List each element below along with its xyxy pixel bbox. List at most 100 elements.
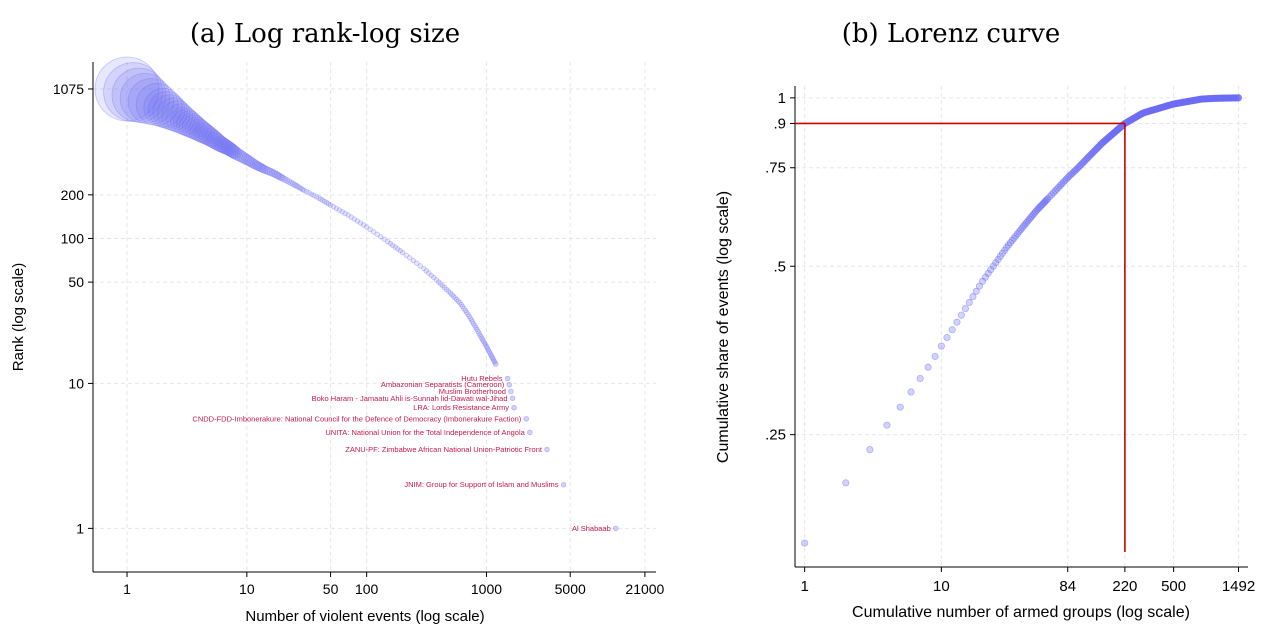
panel-b-y-tick-label: .25	[765, 427, 786, 444]
panel-a-data-point	[345, 212, 351, 218]
panel-a-annotated-point	[511, 404, 517, 411]
panel-a-data-point	[223, 142, 238, 157]
panel-b-data-point	[981, 273, 989, 281]
panel-a-data-point	[397, 248, 403, 254]
panel-a-data-point	[208, 132, 226, 151]
panel-a-data-point	[311, 192, 317, 199]
panel-b-data-point	[842, 479, 850, 487]
panel-a-data-point	[277, 173, 286, 182]
panel-b-data-point	[984, 269, 992, 277]
panel-b-y-axis-label: Cumulative share of events (log scale)	[715, 191, 732, 463]
panel-a-data-point	[303, 188, 310, 195]
panel-a-data-point	[270, 169, 279, 178]
panel-a-data-point	[212, 135, 229, 152]
panel-a-data-point	[263, 166, 272, 175]
panel-a-data-point	[165, 103, 196, 134]
panel-a-data-point	[184, 116, 209, 141]
panel-a-data-point	[192, 121, 214, 144]
panel-a-data-point	[407, 255, 413, 261]
panel-a-data-point	[227, 145, 241, 159]
panel-b-data-point	[953, 318, 961, 326]
panel-a-data-point	[283, 177, 291, 184]
panel-a-data-point	[491, 358, 498, 365]
panel-a-data-point	[248, 158, 259, 169]
panel-b-x-tick-label: 10	[933, 578, 950, 595]
panel-a-data-point	[316, 195, 322, 201]
panel-a-x-tick-label: 5000	[555, 581, 586, 597]
panel-a-data-point	[285, 178, 292, 185]
panel-a-data-point	[363, 224, 370, 230]
panel-b-data-point	[916, 374, 924, 383]
panel-b-data-point	[883, 421, 891, 429]
panel-b-data-point	[1234, 94, 1243, 102]
panel-a-data-point	[351, 216, 357, 222]
panel-a-data-point	[492, 360, 498, 366]
panel-a-data-point	[169, 106, 199, 135]
panel-a-data-point	[301, 187, 307, 193]
panel-a-y-axis-label: Rank (log scale)	[10, 263, 27, 371]
panel-a-data-point	[181, 114, 207, 140]
panel-b-x-axis-label: Cumulative number of armed groups (log s…	[852, 604, 1190, 621]
panel-a-data-point	[339, 209, 345, 215]
panel-a-data-point	[265, 167, 274, 176]
panel-a-data-point	[475, 328, 481, 334]
panel-a-data-point	[281, 175, 289, 183]
panel-a-data-point	[196, 124, 217, 145]
panel-a-data-point	[336, 207, 343, 213]
panel-a-data-point	[299, 186, 306, 193]
panel-a-data-point	[479, 335, 485, 342]
panel-a-data-point	[463, 309, 470, 316]
panel-a-data-point	[135, 83, 179, 126]
panel-a-data-point	[459, 303, 466, 310]
panel-a-data-point	[410, 257, 416, 264]
panel-b-data-point	[931, 352, 939, 360]
panel-a-data-point	[289, 180, 296, 187]
panel-a-data-point	[474, 326, 480, 333]
panel-a-y-tick-label: 200	[61, 187, 85, 203]
panel-a-data-point	[249, 159, 260, 170]
panel-a-annotation-label: Hutu Rebels	[461, 374, 503, 383]
panel-a-data-point	[476, 330, 482, 336]
panel-a-annotation-label: JNIM: Group for Support of Islam and Mus…	[404, 480, 558, 489]
panel-a-data-point	[103, 62, 163, 122]
panel-a-ticks: 1 10 50 100 1000 5000 21000 1 10 50 100 200 1075	[53, 81, 665, 597]
panel-a-x-tick-label: 50	[323, 581, 339, 597]
panel-a-data-point	[327, 202, 334, 208]
panel-b-x-tick-label: 1492	[1222, 578, 1255, 595]
panel-b-data-point	[965, 298, 973, 307]
panel-a-data-point	[370, 229, 377, 235]
panel-a-annotated-point	[523, 416, 529, 422]
panel-a-x-tick-label: 21000	[625, 581, 664, 597]
panel-a-data-point	[318, 196, 324, 202]
panel-a-y-tick-label: 1075	[53, 81, 84, 97]
panel-a-x-axis-label: Number of violent events (log scale)	[245, 608, 484, 625]
panel-a-data-point	[273, 171, 282, 179]
panel-b-data-point	[896, 403, 904, 411]
panel-a-data-point	[199, 126, 219, 146]
panel-a-annotated-point	[509, 395, 516, 401]
panel-a-data-point	[477, 332, 483, 338]
panel-a-y-tick-label: 1	[76, 520, 84, 536]
panel-b-ticks: 1 10 84 220 500 1492 .25 .5 .75 .9 1	[765, 90, 1255, 595]
panel-a-data-point	[400, 249, 406, 256]
panel-a-annotated-point	[613, 525, 619, 532]
panel-a-data-point	[252, 161, 263, 171]
panel-a-data-point	[272, 170, 280, 179]
panel-a-data-point	[161, 100, 194, 133]
panel-a-annotation-label: Al Shabaab	[572, 524, 611, 533]
panel-a-y-tick-label: 100	[61, 230, 85, 246]
panel-a-data-point	[348, 214, 354, 220]
panel-b-data-point	[924, 363, 932, 371]
panel-a-data-point	[324, 200, 330, 206]
panel-a-annotation-label: LRA: Lords Resistance Army	[413, 403, 509, 412]
panel-a-data-point	[426, 270, 432, 276]
panel-a-data-point	[268, 168, 277, 177]
panel-a-data-point	[417, 263, 424, 269]
panel-a-data-point	[483, 343, 490, 350]
panel-a-annotated-point	[544, 446, 550, 453]
panel-a-data-point	[490, 356, 496, 362]
panel-a-x-tick-label: 100	[355, 581, 379, 597]
panel-b-y-tick-label: .9	[773, 115, 786, 132]
panel-a-data-point	[187, 118, 211, 142]
